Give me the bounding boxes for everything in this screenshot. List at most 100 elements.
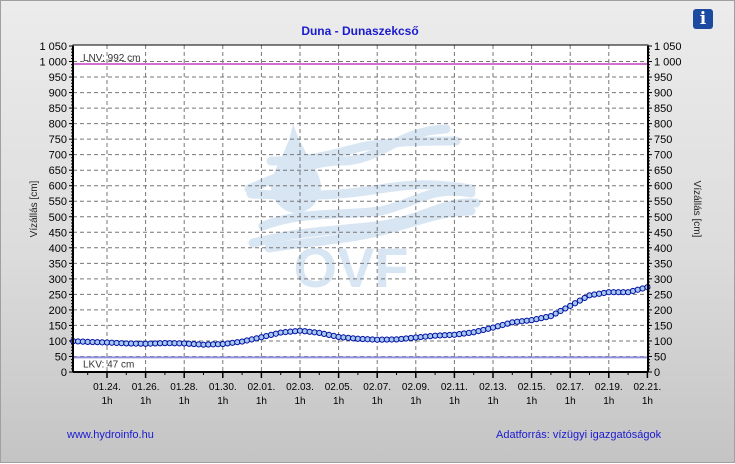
x-tick-label-time: 1h bbox=[565, 396, 576, 407]
y-tick-label-right: 1 050 bbox=[654, 41, 682, 53]
data-point bbox=[321, 330, 328, 337]
data-point bbox=[547, 313, 555, 320]
y-tick-label-left: 300 bbox=[49, 274, 67, 286]
data-point bbox=[557, 307, 564, 315]
x-tick-label-time: 1h bbox=[449, 396, 460, 407]
y-tick-label-right: 300 bbox=[654, 274, 672, 286]
y-tick-label-left: 600 bbox=[49, 181, 67, 193]
y-tick-label-right: 750 bbox=[654, 134, 672, 146]
source-link[interactable]: www.hydroinfo.hu bbox=[67, 429, 154, 441]
x-tick-label-time: 1h bbox=[294, 396, 305, 407]
data-point bbox=[600, 289, 608, 297]
x-tick-label-date: 02.07. bbox=[363, 382, 391, 393]
y-tick-label-left: 100 bbox=[49, 336, 67, 348]
x-tick-label-time: 1h bbox=[603, 396, 614, 407]
y-tick-label-left: 750 bbox=[49, 134, 67, 146]
data-point bbox=[542, 314, 550, 321]
y-tick-label-right: 400 bbox=[654, 243, 672, 255]
y-tick-label-left: 500 bbox=[49, 212, 67, 224]
x-tick-label-time: 1h bbox=[333, 396, 344, 407]
y-tick-label-right: 800 bbox=[654, 119, 672, 131]
data-point bbox=[571, 300, 579, 307]
y-tick-label-left: 950 bbox=[49, 72, 67, 84]
y-tick-label-right: 200 bbox=[654, 305, 672, 317]
x-tick-label-time: 1h bbox=[410, 396, 421, 407]
data-point bbox=[576, 297, 583, 304]
data-point bbox=[533, 316, 540, 323]
x-tick-label-time: 1h bbox=[642, 396, 653, 407]
y-tick-label-left: 450 bbox=[49, 227, 67, 239]
y-tick-label-left: 0 bbox=[61, 367, 67, 379]
y-tick-label-right: 950 bbox=[654, 72, 672, 84]
y-tick-label-right: 50 bbox=[654, 351, 666, 363]
x-tick-label-date: 01.26. bbox=[132, 382, 160, 393]
x-tick-label-time: 1h bbox=[217, 396, 228, 407]
y-tick-label-left: 200 bbox=[49, 305, 67, 317]
x-tick-label-date: 01.28. bbox=[170, 382, 198, 393]
y-tick-label-right: 450 bbox=[654, 227, 672, 239]
y-tick-label-left: 650 bbox=[49, 165, 67, 177]
y-tick-label-right: 500 bbox=[654, 212, 672, 224]
x-tick-label-time: 1h bbox=[140, 396, 151, 407]
y-tick-label-right: 150 bbox=[654, 320, 672, 332]
y-tick-label-left: 150 bbox=[49, 320, 67, 332]
series-water-level bbox=[70, 284, 651, 348]
reference-line-label: LNV: 992 cm bbox=[83, 53, 140, 64]
x-tick-label-time: 1h bbox=[487, 396, 498, 407]
x-tick-label-date: 02.05. bbox=[325, 382, 353, 393]
y-tick-label-right: 600 bbox=[654, 181, 672, 193]
watermark-text: OVF bbox=[293, 236, 408, 299]
y-tick-label-left: 400 bbox=[49, 243, 67, 255]
y-tick-label-right: 900 bbox=[654, 88, 672, 100]
data-point bbox=[538, 315, 545, 322]
x-tick-label-time: 1h bbox=[372, 396, 383, 407]
x-tick-label-date: 02.03. bbox=[286, 382, 314, 393]
x-tick-label-date: 02.17. bbox=[556, 382, 584, 393]
data-point bbox=[316, 329, 323, 336]
data-point bbox=[591, 291, 598, 298]
x-tick-label-time: 1h bbox=[526, 396, 537, 407]
info-icon[interactable]: i bbox=[693, 9, 713, 29]
y-tick-label-right: 700 bbox=[654, 150, 672, 162]
x-tick-label-date: 02.21. bbox=[633, 382, 661, 393]
reference-line-label: LKV: 47 cm bbox=[83, 359, 134, 370]
data-point bbox=[552, 310, 559, 317]
y-axis-label-left: Vízállás [cm] bbox=[29, 180, 40, 237]
data-source-text: Adatforrás: vízügyi igazgatóságok bbox=[496, 429, 662, 441]
y-tick-label-right: 0 bbox=[654, 367, 660, 379]
data-point bbox=[586, 292, 593, 299]
y-tick-label-left: 1 050 bbox=[39, 41, 67, 53]
chart-title: Duna - Dunaszekcső bbox=[301, 24, 418, 38]
y-tick-label-left: 350 bbox=[49, 258, 67, 270]
y-tick-label-left: 1 000 bbox=[39, 57, 67, 69]
x-tick-label-date: 02.13. bbox=[479, 382, 507, 393]
y-tick-label-right: 550 bbox=[654, 196, 672, 208]
x-tick-label-date: 02.11. bbox=[441, 382, 468, 393]
data-point bbox=[596, 290, 603, 297]
data-point bbox=[528, 317, 535, 324]
y-tick-label-left: 800 bbox=[49, 119, 67, 131]
y-tick-label-left: 850 bbox=[49, 103, 67, 115]
data-point bbox=[325, 331, 333, 338]
x-tick-label-date: 02.15. bbox=[518, 382, 546, 393]
x-tick-label-date: 02.19. bbox=[595, 382, 623, 393]
y-tick-label-right: 850 bbox=[654, 103, 672, 115]
data-point bbox=[567, 302, 574, 309]
y-tick-label-left: 900 bbox=[49, 88, 67, 100]
axes: 0 0 50 50 100 100 150 150 200 200 250 250 300 300 350 3… bbox=[39, 41, 681, 407]
data-point bbox=[330, 332, 337, 340]
x-tick-label-time: 1h bbox=[256, 396, 267, 407]
y-tick-label-right: 350 bbox=[654, 258, 672, 270]
x-tick-label-time: 1h bbox=[101, 396, 112, 407]
x-tick-label-date: 02.09. bbox=[402, 382, 430, 393]
y-tick-label-right: 1 000 bbox=[654, 57, 682, 69]
y-tick-label-right: 100 bbox=[654, 336, 672, 348]
y-tick-label-left: 250 bbox=[49, 289, 67, 301]
y-axis-label-right: Vízállás [cm] bbox=[691, 181, 702, 238]
y-tick-label-right: 650 bbox=[654, 165, 672, 177]
y-tick-label-left: 550 bbox=[49, 196, 67, 208]
data-point bbox=[581, 294, 588, 302]
data-point bbox=[562, 305, 569, 312]
